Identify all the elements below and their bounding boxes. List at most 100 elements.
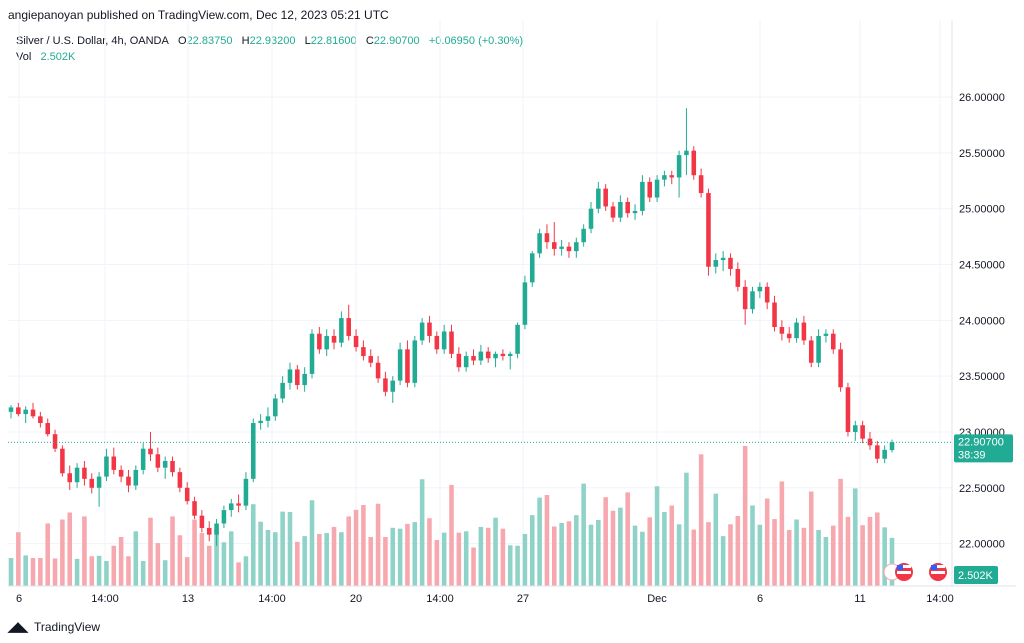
volume-bar <box>38 558 43 586</box>
close-label: C <box>365 35 374 47</box>
candle-body <box>273 398 278 417</box>
candle-body <box>728 257 733 269</box>
volume-bar <box>206 545 212 586</box>
symbol-title[interactable]: Silver / U.S. Dollar, 4h, OANDA <box>16 35 169 47</box>
volume-bar <box>170 516 175 586</box>
us-flag-event-icon[interactable] <box>883 563 913 581</box>
candle-body <box>500 353 506 357</box>
price-tick-label: 22.50000 <box>959 483 1005 495</box>
candle-body <box>581 228 586 243</box>
volume-bars <box>8 446 895 586</box>
candle-body <box>45 423 50 435</box>
volume-bar <box>228 531 234 586</box>
time-axis[interactable]: 6 14:00 13 14:00 20 14:00 27 Dec 6 11 14:00 <box>16 593 954 605</box>
candle-body <box>838 349 843 388</box>
ohlc-legend-row: Silver / U.S. Dollar, 4h, OANDA O22.8375… <box>16 33 523 49</box>
candle-body <box>588 208 594 229</box>
volume-bar <box>96 555 102 586</box>
price-axis[interactable]: 26.00000 25.50000 25.00000 24.50000 24.00000… <box>959 92 1005 551</box>
volume-bar <box>647 517 653 586</box>
volume-bar <box>273 532 278 586</box>
publisher-line: angiepanoyan published on TradingView.co… <box>8 8 389 22</box>
candle-body <box>574 242 579 252</box>
volume-bar <box>830 525 836 586</box>
candle-body <box>830 333 836 350</box>
candle-body <box>331 335 337 343</box>
volume-bar <box>669 505 675 586</box>
volume-bar <box>493 517 498 586</box>
candle-body <box>566 246 572 252</box>
volume-bar <box>816 530 821 586</box>
candle-body <box>662 175 667 180</box>
volume-bar <box>485 527 491 586</box>
volume-badge: 2.502K <box>954 566 998 584</box>
volume-bar <box>214 529 219 586</box>
candles <box>8 108 895 546</box>
candle-body <box>111 456 117 470</box>
candle-body <box>280 382 285 399</box>
volume-bar <box>676 524 682 586</box>
volume-bar <box>691 529 697 586</box>
volume-badge-label: 2.502K <box>958 570 994 582</box>
price-tick-label: 23.50000 <box>959 371 1005 383</box>
candle-body <box>647 181 653 198</box>
price-tick-label: 24.00000 <box>959 315 1005 327</box>
volume-bar <box>52 558 58 586</box>
volume-bar <box>111 545 117 586</box>
volume-bar <box>74 558 80 586</box>
price-tick-label: 26.00000 <box>959 92 1005 104</box>
candle-body <box>287 369 293 383</box>
candle-body <box>67 473 73 483</box>
candle-body <box>148 448 153 455</box>
volume-bar <box>742 446 748 586</box>
volume-bar <box>500 528 506 586</box>
volume-bar <box>625 492 630 586</box>
volume-bar <box>471 547 476 586</box>
candle-body <box>133 469 139 486</box>
candle-body <box>126 476 131 486</box>
volume-bar <box>353 509 359 586</box>
candle-body <box>676 155 682 178</box>
candle-body <box>463 356 469 368</box>
volume-bar <box>383 537 388 586</box>
volume-bar <box>456 532 462 586</box>
volume-bar <box>559 523 564 586</box>
volume-bar <box>177 535 183 586</box>
volume-bar <box>140 561 146 586</box>
symbol-legend: Silver / U.S. Dollar, 4h, OANDA O22.8375… <box>16 33 523 65</box>
candle-body <box>353 335 359 348</box>
candle-body <box>184 487 190 502</box>
volume-bar <box>552 526 557 586</box>
low-value: 22.81600 <box>310 35 357 47</box>
candle-body <box>845 387 851 432</box>
candle-body <box>529 253 535 283</box>
candle-body <box>794 322 799 339</box>
volume-bar <box>317 533 322 586</box>
time-tick-label: 14:00 <box>91 593 119 605</box>
time-tick-label: 14:00 <box>258 593 286 605</box>
volume-bar <box>794 519 799 586</box>
candle-body <box>640 181 645 211</box>
candle-body <box>361 347 366 357</box>
volume-bar <box>845 516 851 586</box>
volume-bar <box>104 561 109 586</box>
volume-bar <box>258 521 263 586</box>
candle-body <box>405 349 410 383</box>
volume-bar <box>603 497 608 586</box>
time-tick-label: 14:00 <box>926 593 954 605</box>
us-flag-event-icon[interactable] <box>929 563 947 581</box>
open-label: O <box>178 35 187 47</box>
candle-body <box>258 420 263 424</box>
volume-bar <box>192 519 197 586</box>
candle-body <box>265 416 271 421</box>
candle-body <box>324 335 329 350</box>
volume-bar <box>236 562 241 586</box>
close-value: 22.90700 <box>373 35 420 47</box>
time-tick-label: 6 <box>757 593 763 605</box>
candle-body <box>206 527 212 535</box>
volume-bar <box>45 523 50 586</box>
volume-bar <box>375 503 381 586</box>
footer-brand[interactable]: TradingView <box>34 620 101 634</box>
volume-bar <box>324 533 329 586</box>
